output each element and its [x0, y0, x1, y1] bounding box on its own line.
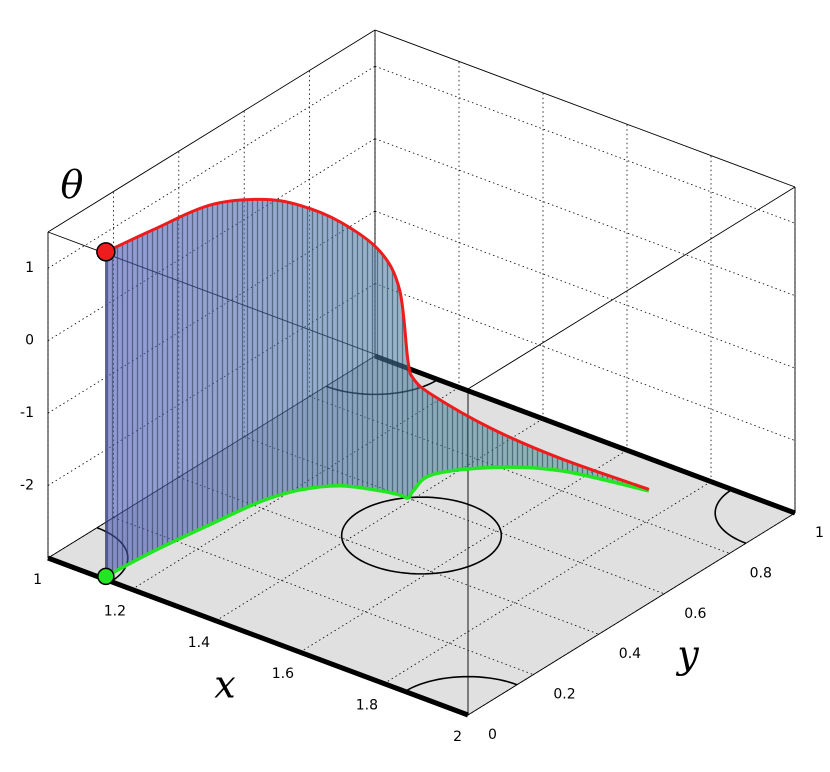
grid-line [374, 138, 796, 297]
grid-line [113, 517, 534, 675]
obstacle [340, 496, 503, 575]
grid-line [47, 65, 376, 269]
grid-line [374, 65, 796, 224]
grid-line [374, 283, 796, 441]
grid-line [244, 436, 665, 595]
surface-stems [105, 199, 649, 577]
y-tick-label: 0.6 [684, 606, 706, 622]
start-marker [96, 242, 116, 262]
x-axis-label: x [214, 663, 235, 707]
y-tick-label: 0.8 [750, 565, 772, 581]
z-tick-label: -1 [20, 405, 34, 421]
box-edge [467, 512, 796, 716]
box-edge [47, 29, 376, 233]
grid-line [309, 396, 730, 554]
box-edge [467, 186, 796, 390]
y-tick-label: 0.2 [553, 687, 575, 703]
floor-edge [47, 555, 469, 718]
obstacle [404, 675, 518, 693]
x-tick-label: 1.6 [272, 666, 294, 682]
z-tick-label: 0 [25, 333, 34, 349]
theta-curve [105, 197, 650, 491]
floor-edge [374, 353, 796, 516]
grid-line [178, 476, 599, 635]
projection-curve [105, 465, 650, 578]
grid-line [299, 449, 628, 653]
x-tick-label: 1 [33, 572, 42, 588]
y-axis-label: y [675, 633, 699, 677]
x-tick-label: 1.4 [188, 635, 210, 651]
grid-line [383, 481, 712, 684]
box-edge [374, 29, 796, 188]
grid-line [374, 210, 796, 369]
y-tick-label: 0 [488, 727, 497, 743]
start-marker [97, 567, 115, 586]
z-axis-label: θ [61, 163, 84, 207]
x-tick-label: 1.8 [356, 698, 378, 714]
x-tick-label: 1.2 [104, 603, 126, 619]
y-tick-label: 1 [815, 525, 824, 541]
x-tick-label: 2 [453, 729, 462, 745]
obstacle [714, 488, 747, 545]
grid-line [47, 138, 376, 342]
y-tick-label: 0.4 [619, 646, 641, 662]
z-tick-label: 1 [25, 260, 34, 276]
z-tick-label: -2 [20, 478, 34, 494]
